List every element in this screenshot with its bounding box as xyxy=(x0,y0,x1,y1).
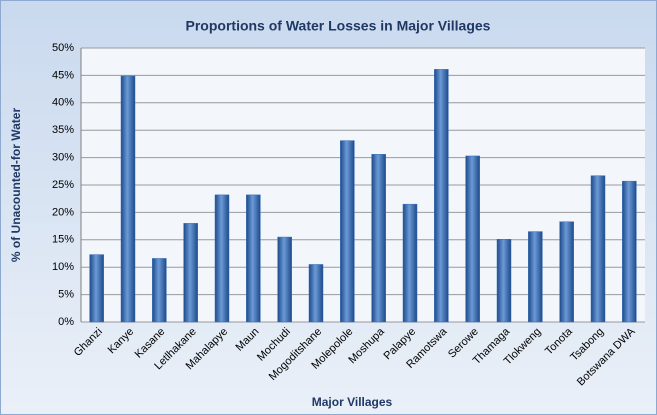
bar xyxy=(496,239,512,323)
bar xyxy=(308,264,324,323)
bar xyxy=(152,258,167,323)
x-axis-title: Major Villages xyxy=(312,395,393,409)
bar xyxy=(434,69,449,323)
y-tick-label: 45% xyxy=(52,69,74,81)
y-tick-label: 25% xyxy=(52,179,74,191)
bar xyxy=(246,194,261,323)
y-tick-label: 30% xyxy=(52,152,74,164)
bar xyxy=(528,231,543,323)
y-tick-label: 10% xyxy=(52,261,74,273)
bar xyxy=(622,180,637,323)
bar xyxy=(340,140,355,323)
bar xyxy=(214,194,230,323)
bar xyxy=(465,155,480,323)
chart-title: Proportions of Water Losses in Major Vil… xyxy=(186,18,491,34)
bar xyxy=(559,221,574,323)
bar xyxy=(120,75,136,323)
bar xyxy=(402,203,418,323)
bar xyxy=(277,236,292,323)
bar xyxy=(183,223,198,323)
y-tick-label: 40% xyxy=(52,97,74,109)
y-axis-title: % of Unacounted-for Water xyxy=(9,108,23,263)
y-tick-label: 0% xyxy=(58,316,74,328)
y-tick-label: 15% xyxy=(52,234,74,246)
y-tick-label: 5% xyxy=(58,289,74,301)
bar xyxy=(89,254,104,323)
bar xyxy=(590,175,606,323)
y-tick-label: 35% xyxy=(52,124,74,136)
y-tick-label: 20% xyxy=(52,206,74,218)
y-tick-label: 50% xyxy=(52,42,74,54)
bar xyxy=(371,154,386,323)
